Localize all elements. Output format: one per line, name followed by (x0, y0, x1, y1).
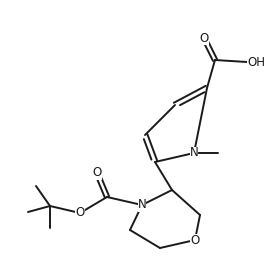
Text: O: O (199, 31, 208, 45)
Text: O: O (92, 167, 102, 180)
Text: N: N (190, 147, 198, 159)
Text: O: O (75, 206, 85, 219)
Text: O: O (190, 233, 200, 247)
Text: OH: OH (247, 55, 265, 68)
Text: N: N (138, 199, 147, 211)
